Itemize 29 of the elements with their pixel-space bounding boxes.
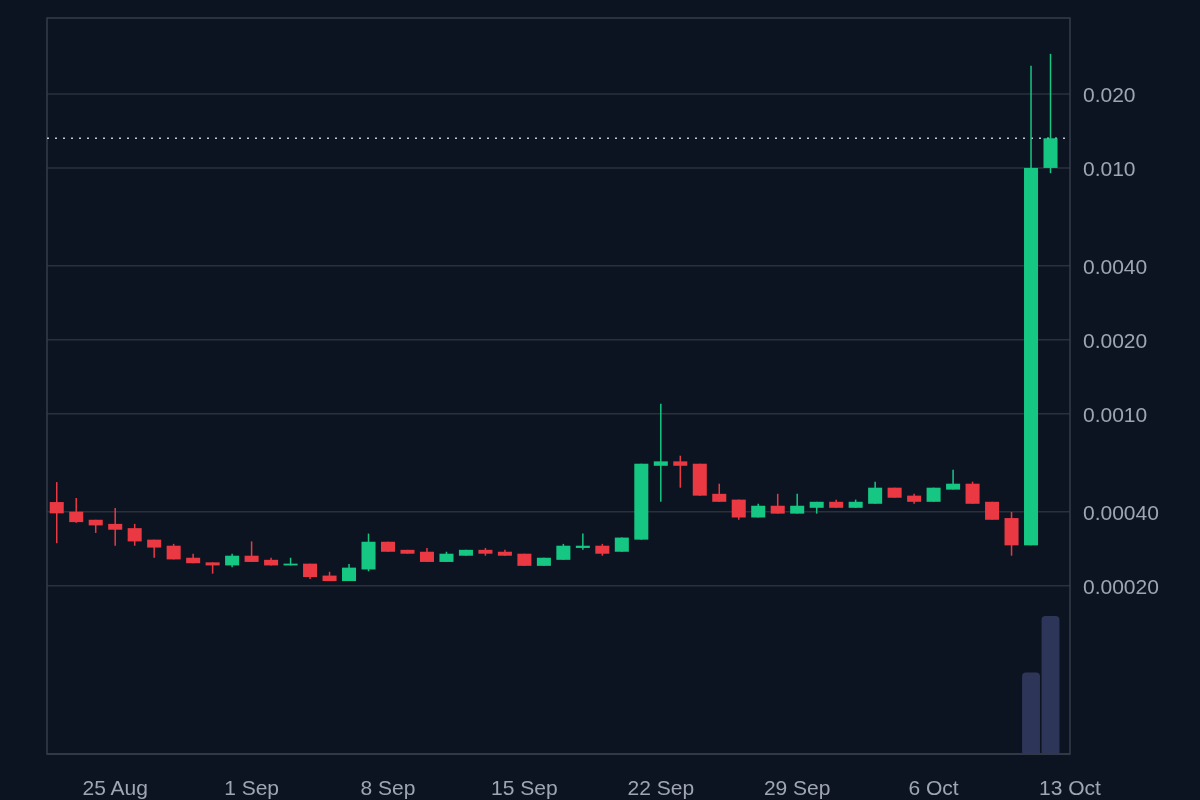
- candlestick: [770, 493, 785, 515]
- candlestick: [127, 523, 142, 547]
- candlestick: [653, 402, 668, 503]
- y-tick-label: 0.00020: [1083, 574, 1159, 598]
- candlestick: [673, 454, 688, 489]
- x-tick-label: 6 Oct: [908, 775, 959, 799]
- candlestick: [575, 532, 590, 551]
- x-tick-label: 29 Sep: [763, 775, 831, 799]
- x-tick-label: 25 Aug: [82, 775, 148, 799]
- candlestick: [790, 493, 805, 515]
- candlestick: [712, 482, 727, 503]
- y-tick-label: 0.010: [1083, 156, 1136, 180]
- x-tick-label: 13 Oct: [1039, 775, 1102, 799]
- x-tick-label: 15 Sep: [491, 775, 558, 799]
- candlestick: [49, 481, 64, 544]
- x-tick-label: 22 Sep: [627, 775, 695, 799]
- candlestick: [244, 540, 259, 563]
- y-tick-label: 0.0040: [1083, 254, 1148, 278]
- y-tick-label: 0.0010: [1083, 402, 1148, 426]
- x-tick-label: 8 Sep: [360, 775, 416, 799]
- y-tick-label: 0.020: [1083, 82, 1136, 106]
- x-tick-label: 1 Sep: [224, 775, 280, 799]
- candlestick: [108, 507, 123, 547]
- candlestick: [965, 480, 980, 505]
- candlestick: [69, 497, 84, 524]
- candlestick: [946, 468, 961, 491]
- y-tick-label: 0.00040: [1083, 500, 1159, 524]
- y-tick-label: 0.0020: [1083, 328, 1148, 352]
- candlestick: [868, 480, 883, 505]
